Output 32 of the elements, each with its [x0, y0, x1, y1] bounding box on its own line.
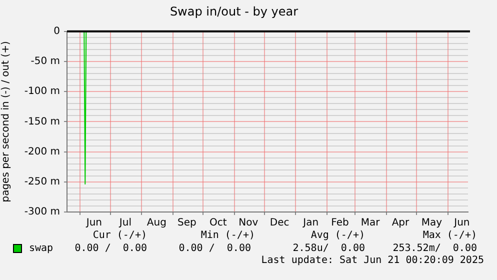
text: Max (-/+): [422, 230, 477, 241]
x-tick-label: Mar: [360, 218, 381, 229]
x-tick-label: Jan: [302, 218, 319, 229]
text: 0.00 / 0.00: [74, 243, 147, 254]
text: Avg (-/+): [310, 230, 365, 241]
x-tick-label: Dec: [270, 218, 290, 229]
legend-label: swap: [29, 243, 54, 254]
text: 253.52m/ 0.00: [392, 243, 477, 254]
y-axis-title: pages per second in (-) / out (+): [0, 41, 12, 202]
x-tick-label: Feb: [331, 218, 349, 229]
y-tick-label: -100 m: [24, 86, 60, 98]
x-tick-label: Jun: [85, 218, 102, 229]
y-tick-label: -250 m: [24, 176, 60, 188]
text: 2.58u/ 0.00: [292, 243, 365, 254]
x-tick-label: Apr: [392, 218, 410, 229]
text: Last update: Sat Jun 21 00:20:09 2025: [261, 255, 484, 266]
x-tick-label: May: [421, 218, 442, 229]
x-tick-label: Jun: [453, 218, 470, 229]
text: Cur (-/+): [92, 230, 147, 241]
text: Min (-/+): [200, 230, 255, 241]
y-tick-label: -200 m: [24, 146, 60, 158]
y-tick-label: 0: [54, 26, 60, 37]
y-tick-label: -300 m: [24, 206, 60, 218]
y-tick-label: -150 m: [24, 116, 60, 128]
x-tick-label: Sep: [177, 218, 196, 229]
x-tick-label: Jul: [118, 218, 132, 229]
y-tick-label: -50 m: [30, 56, 60, 68]
x-tick-label: Oct: [209, 218, 227, 229]
x-tick-label: Aug: [146, 218, 166, 229]
chart-title: Swap in/out - by year: [170, 4, 298, 18]
x-tick-label: Nov: [238, 218, 258, 229]
text: 0.00 / 0.00: [178, 243, 251, 254]
